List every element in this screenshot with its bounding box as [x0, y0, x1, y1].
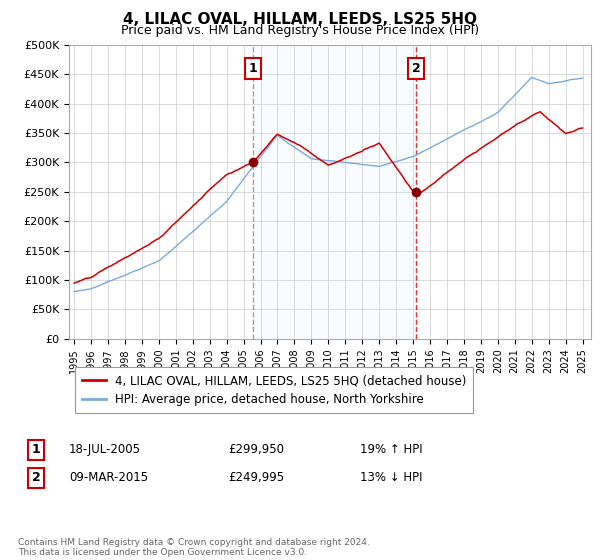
- Bar: [253, 45, 416, 339]
- Text: 2: 2: [412, 62, 421, 75]
- Text: 09-MAR-2015: 09-MAR-2015: [69, 471, 148, 484]
- Text: 1: 1: [32, 443, 40, 456]
- Text: Price paid vs. HM Land Registry's House Price Index (HPI): Price paid vs. HM Land Registry's House …: [121, 24, 479, 36]
- Text: 19% ↑ HPI: 19% ↑ HPI: [360, 443, 422, 456]
- Text: £299,950: £299,950: [228, 443, 284, 456]
- Text: 1: 1: [248, 62, 257, 75]
- Text: Contains HM Land Registry data © Crown copyright and database right 2024.
This d: Contains HM Land Registry data © Crown c…: [18, 538, 370, 557]
- Text: 4, LILAC OVAL, HILLAM, LEEDS, LS25 5HQ: 4, LILAC OVAL, HILLAM, LEEDS, LS25 5HQ: [123, 12, 477, 27]
- Text: 18-JUL-2005: 18-JUL-2005: [69, 443, 141, 456]
- Text: 13% ↓ HPI: 13% ↓ HPI: [360, 471, 422, 484]
- Legend: 4, LILAC OVAL, HILLAM, LEEDS, LS25 5HQ (detached house), HPI: Average price, det: 4, LILAC OVAL, HILLAM, LEEDS, LS25 5HQ (…: [75, 367, 473, 413]
- Text: £249,995: £249,995: [228, 471, 284, 484]
- Text: 2: 2: [32, 471, 40, 484]
